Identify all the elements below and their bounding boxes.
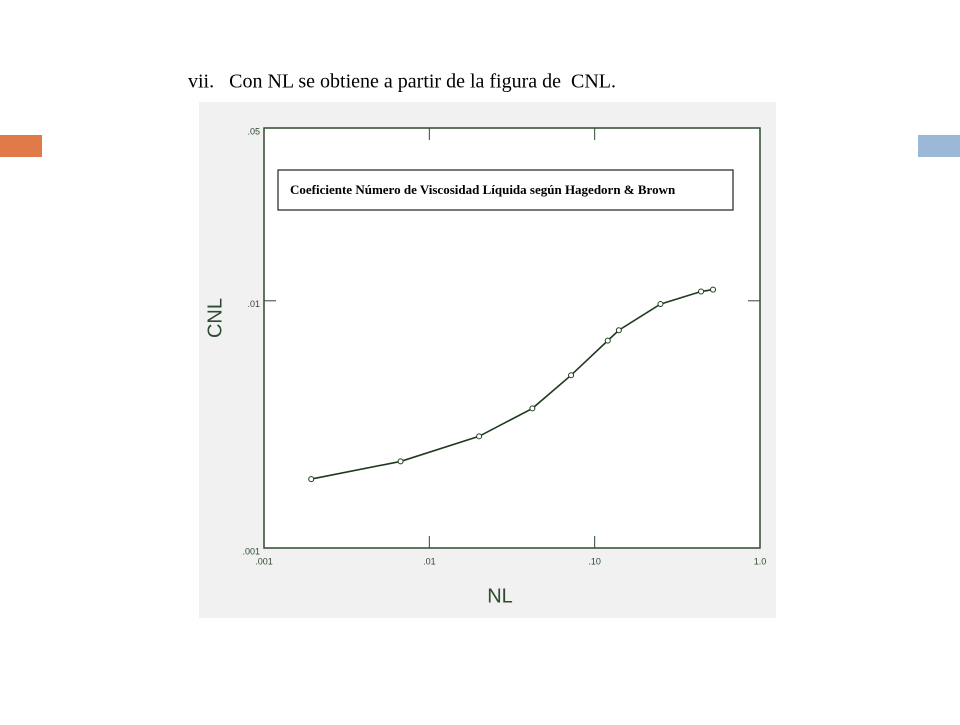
point bbox=[604, 337, 611, 344]
x-axis-label: NL bbox=[487, 585, 513, 607]
point bbox=[710, 286, 717, 293]
x-tick-label: 1.0 bbox=[754, 556, 767, 566]
x-tick-label: .10 bbox=[588, 556, 601, 566]
curve bbox=[311, 288, 714, 480]
point bbox=[529, 405, 536, 412]
chart-title: Coeficiente Número de Viscosidad Líquida… bbox=[290, 182, 676, 197]
point bbox=[698, 288, 705, 295]
title-box bbox=[277, 169, 734, 211]
point bbox=[308, 476, 315, 483]
point bbox=[615, 327, 622, 334]
x-tick-label: .001 bbox=[255, 556, 273, 566]
y-tick-label: .001 bbox=[242, 546, 260, 556]
point bbox=[397, 458, 404, 465]
y-tick-label: .05 bbox=[247, 126, 260, 136]
point bbox=[476, 433, 483, 440]
point bbox=[657, 301, 664, 308]
accent-right bbox=[918, 135, 960, 157]
y-tick-label: .01 bbox=[247, 299, 260, 309]
y-axis-label: CNL bbox=[204, 298, 226, 338]
heading: vii. Con NL se obtiene a partir de la fi… bbox=[188, 71, 616, 93]
accent-left bbox=[0, 135, 42, 157]
point bbox=[568, 372, 575, 379]
x-tick-label: .01 bbox=[423, 556, 436, 566]
